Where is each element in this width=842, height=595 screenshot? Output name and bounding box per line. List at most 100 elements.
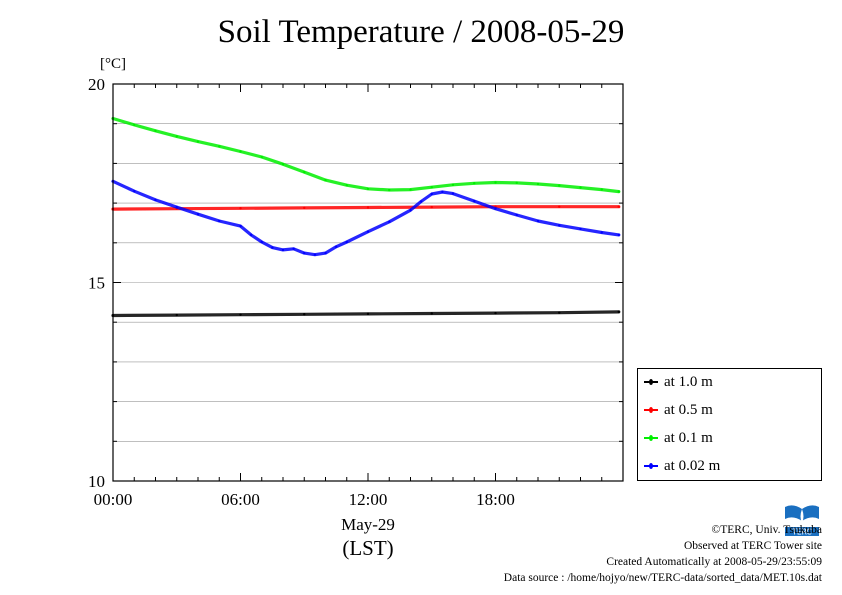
series-point-1 — [617, 205, 620, 208]
y-tick-label: 10 — [88, 472, 105, 491]
series-point-0 — [366, 312, 370, 316]
series-point-2 — [196, 140, 200, 143]
axis-layer: 10 15 20 00:00 06:00 12:00 18:00 — [88, 75, 624, 509]
legend: at 1.0 m at 0.5 m at 0.1 m at 0.02 m — [637, 368, 822, 481]
series-point-2 — [558, 184, 561, 187]
series-point-3 — [600, 231, 603, 234]
y-axis-unit: [°C] — [100, 56, 126, 72]
x-tick-label: 00:00 — [94, 490, 133, 509]
series-point-3 — [292, 247, 295, 250]
footer-observed: Observed at TERC Tower site — [683, 540, 822, 552]
terc-logo-icon: TERC — [783, 503, 821, 537]
series-point-2 — [409, 188, 412, 191]
x-axis-label: May-29 — [341, 515, 395, 534]
series-point-3 — [409, 209, 412, 212]
x-tick-label: 18:00 — [476, 490, 515, 509]
series-point-2 — [260, 155, 263, 159]
series-point-3 — [324, 251, 327, 255]
series-point-0 — [617, 310, 620, 314]
series-point-0 — [239, 313, 242, 316]
series-line-3 — [111, 179, 621, 257]
series-point-0 — [175, 313, 178, 317]
series-point-3 — [473, 199, 476, 203]
series-point-3 — [239, 224, 242, 228]
series-point-0 — [430, 312, 433, 315]
series-point-2 — [175, 135, 178, 138]
series-point-3 — [451, 192, 455, 195]
series-point-2 — [324, 178, 327, 182]
legend-label-05m: at 0.5 m — [664, 401, 713, 418]
footer-source: Data source : /home/hojyo/new/TERC-data/… — [503, 572, 822, 584]
series-point-1 — [558, 205, 561, 208]
series-point-1 — [430, 205, 433, 209]
series-point-3 — [281, 248, 285, 252]
series-point-3 — [419, 200, 423, 203]
series-point-1 — [239, 207, 242, 210]
chart-title: Soil Temperature / 2008-05-29 — [217, 14, 625, 50]
series-point-3 — [175, 205, 178, 209]
series-point-3 — [345, 240, 348, 244]
legend-item-05m: at 0.5 m — [644, 400, 713, 420]
series-point-2 — [133, 123, 136, 127]
series-point-3 — [334, 245, 338, 248]
series-point-2 — [617, 190, 620, 193]
legend-label-1m: at 1.0 m — [664, 373, 713, 390]
series-point-3 — [133, 189, 136, 193]
legend-item-01m: at 0.1 m — [644, 428, 713, 448]
x-tick-label: 12:00 — [349, 490, 388, 509]
x-tick-label: 06:00 — [221, 490, 260, 509]
terc-logo-text: TERC — [791, 528, 811, 537]
legend-swatch-1m — [644, 379, 658, 385]
series-line-0 — [111, 310, 621, 318]
series-point-2 — [154, 129, 157, 133]
series-point-3 — [617, 233, 620, 237]
series-point-2 — [473, 182, 476, 185]
series-point-2 — [281, 162, 285, 166]
series-point-2 — [345, 184, 348, 187]
footer-copyright: ©TERC, Univ. Tsukuba — [711, 524, 822, 536]
series-point-0 — [494, 311, 497, 315]
series-point-2 — [579, 186, 582, 189]
series-point-1 — [366, 206, 370, 209]
y-tick-label: 20 — [88, 75, 105, 94]
series-point-0 — [558, 311, 561, 314]
series-point-3 — [303, 251, 306, 255]
legend-swatch-05m — [644, 407, 658, 413]
legend-label-002m: at 0.02 m — [664, 457, 721, 474]
series-point-2 — [388, 188, 391, 192]
x-axis-label-lst: (LST) — [342, 536, 393, 560]
series-point-0 — [303, 313, 306, 316]
legend-item-1m: at 1.0 m — [644, 372, 713, 392]
series-point-3 — [271, 246, 274, 249]
series-point-3 — [441, 190, 444, 194]
series-point-3 — [366, 230, 370, 233]
series-point-3 — [313, 253, 317, 256]
series-point-2 — [239, 150, 242, 153]
series-point-2 — [494, 181, 497, 184]
series-point-3 — [515, 213, 518, 217]
series-point-1 — [303, 206, 306, 210]
series-point-3 — [388, 220, 391, 223]
y-tick-label: 15 — [88, 274, 105, 293]
series-point-3 — [579, 227, 582, 231]
series-point-2 — [451, 183, 455, 187]
series-point-2 — [303, 170, 306, 174]
series-point-3 — [430, 192, 433, 196]
footer-created: Created Automatically at 2008-05-29/23:5… — [606, 556, 822, 568]
series-point-2 — [536, 182, 540, 186]
series-point-2 — [600, 188, 603, 191]
series-layer — [111, 116, 621, 318]
series-point-3 — [494, 207, 497, 210]
series-point-2 — [218, 145, 221, 148]
series-point-3 — [558, 224, 561, 227]
series-point-3 — [249, 233, 253, 237]
series-point-3 — [260, 240, 263, 244]
legend-swatch-01m — [644, 435, 658, 441]
series-line-2 — [111, 116, 621, 194]
legend-swatch-002m — [644, 463, 658, 469]
series-line-1 — [111, 205, 621, 211]
series-point-2 — [366, 187, 370, 191]
series-point-2 — [430, 186, 433, 189]
series-point-3 — [218, 219, 221, 223]
